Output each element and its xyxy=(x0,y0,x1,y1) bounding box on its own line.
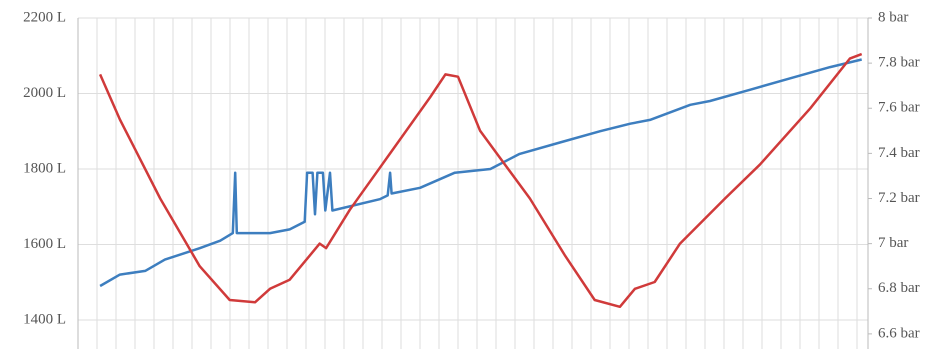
y2-tick-label: 6.8 bar xyxy=(878,280,920,296)
y2-tick-label: 6.6 bar xyxy=(878,325,920,341)
y2-tick-label: 8 bar xyxy=(878,9,908,25)
series-line xyxy=(99,58,862,288)
y2-tick-label: 7.2 bar xyxy=(878,190,920,206)
y2-tick-label: 7.4 bar xyxy=(878,145,920,161)
y2-tick-label: 7.8 bar xyxy=(878,55,920,71)
y-tick-label: 1400 L xyxy=(23,311,66,327)
series-line xyxy=(98,52,863,309)
y-tick-label: 2200 L xyxy=(23,9,66,25)
y-tick-label: 1600 L xyxy=(23,236,66,252)
y2-tick-label: 7 bar xyxy=(878,235,908,251)
y-tick-label: 2000 L xyxy=(23,85,66,101)
y2-tick-label: 7.6 bar xyxy=(878,100,920,116)
y-tick-label: 1800 L xyxy=(23,160,66,176)
